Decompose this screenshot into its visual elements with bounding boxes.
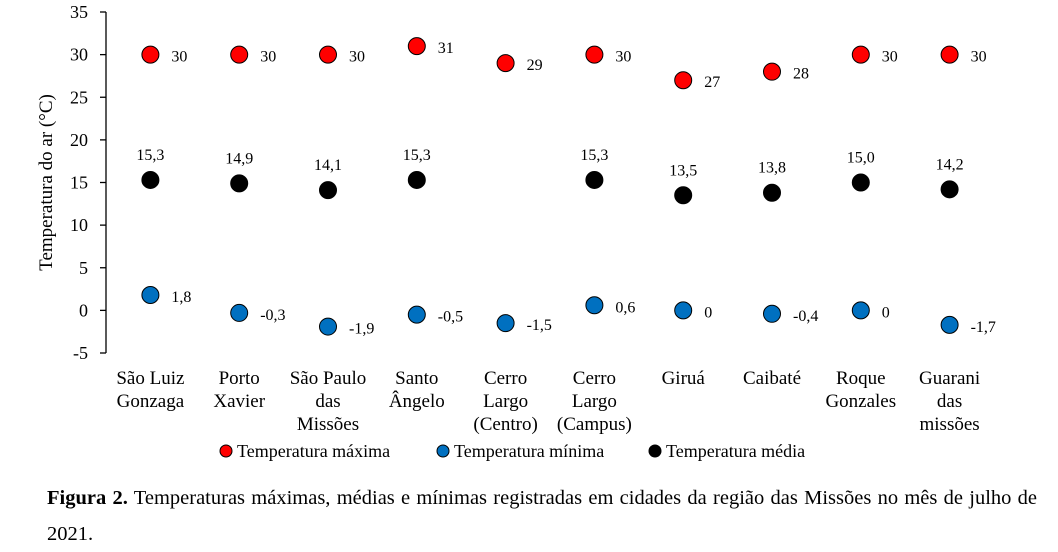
x-tick-label: São Luiz Gonzaga — [116, 368, 184, 412]
data-point — [585, 170, 604, 189]
data-point — [674, 186, 693, 205]
x-tick-label: Cerro Largo (Centro) — [473, 368, 537, 435]
data-label: -1,5 — [527, 317, 552, 334]
legend-marker — [648, 444, 662, 458]
data-label: 30 — [260, 49, 276, 66]
data-label: 13,5 — [669, 162, 697, 179]
data-point — [230, 303, 249, 322]
y-tick-label: 20 — [70, 130, 88, 150]
data-point — [763, 183, 781, 202]
x-tick-label: Santo Ângelo — [389, 368, 445, 412]
data-point — [763, 62, 781, 81]
y-tick-label: 15 — [70, 173, 88, 193]
data-point — [407, 170, 426, 189]
data-label: 0 — [704, 304, 712, 321]
chart-marks: 30 30 30 31 29 30 27 28 30 30 1,8 -0,3 -1,9 -0,5 -1,5 0… — [136, 37, 996, 338]
data-point — [940, 315, 959, 334]
data-point — [585, 45, 604, 64]
caption-text: Temperaturas máximas, médias e mínimas r… — [47, 487, 1038, 545]
data-point — [141, 45, 160, 64]
data-label: 15,3 — [403, 147, 431, 164]
data-label: 1,8 — [171, 289, 191, 306]
data-label: -0,4 — [793, 308, 818, 325]
y-tick-label: 30 — [70, 45, 88, 65]
series-1: 30 30 30 31 29 30 27 28 30 30 — [141, 37, 987, 91]
data-label: 15,3 — [136, 147, 164, 164]
data-label: 15,0 — [847, 150, 875, 167]
data-point — [407, 37, 426, 56]
data-label: 30 — [882, 49, 898, 66]
data-point — [674, 71, 693, 90]
data-point — [940, 180, 959, 199]
data-label: 30 — [171, 49, 187, 66]
data-label: 31 — [438, 40, 454, 57]
y-axis-title-group: Temperatura do ar (°C) — [36, 94, 57, 271]
x-tick-label: Roque Gonzales — [825, 368, 896, 412]
data-label: 30 — [349, 49, 365, 66]
data-point — [851, 173, 870, 192]
data-label: 13,8 — [758, 160, 786, 177]
data-point — [585, 296, 604, 315]
data-point — [496, 314, 515, 333]
x-tick-label: Giruá — [662, 368, 706, 389]
data-label: 30 — [615, 49, 631, 66]
y-tick-label: 0 — [79, 300, 88, 320]
y-tick-label: -5 — [73, 343, 88, 363]
x-tick-label: São Paulo das Missões — [290, 368, 367, 435]
legend-marker — [436, 444, 450, 458]
y-tick-label: 35 — [70, 2, 88, 22]
y-axis-title: Temperatura do ar (°C) — [36, 94, 57, 271]
data-point — [319, 45, 337, 64]
chart: Temperatura do ar (°C) -505101520253035 … — [36, 2, 996, 461]
data-point — [763, 304, 781, 323]
data-point — [141, 170, 160, 189]
data-point — [141, 286, 160, 305]
x-tick-label: Porto Xavier — [213, 368, 265, 412]
data-label: 14,2 — [936, 156, 964, 173]
data-point — [851, 45, 870, 64]
data-label: 14,1 — [314, 157, 342, 174]
data-label: -1,9 — [349, 321, 374, 338]
caption-label: Figura 2. — [47, 487, 128, 509]
legend-label: Temperatura média — [666, 441, 805, 461]
legend-item: Temperatura média — [648, 441, 805, 461]
data-label: 29 — [527, 57, 543, 74]
data-label: -0,3 — [260, 307, 285, 324]
data-point — [230, 174, 249, 193]
axes: -5 0 5 10 15 20 25 30 35 — [70, 2, 107, 363]
data-label: 0,6 — [615, 299, 635, 316]
figure-caption: Figura 2. Temperaturas máximas, médias e… — [47, 480, 1037, 552]
data-point — [319, 317, 337, 336]
data-label: 30 — [971, 49, 987, 66]
y-tick-label: 10 — [70, 215, 88, 235]
data-point — [230, 45, 249, 64]
data-point — [674, 301, 693, 320]
data-point — [940, 45, 959, 64]
data-label: -1,7 — [971, 319, 996, 336]
legend-marker — [219, 444, 233, 458]
y-tick-label: 25 — [70, 87, 88, 107]
data-point — [496, 54, 515, 73]
y-tick-label: 5 — [79, 258, 88, 278]
data-label: 28 — [793, 66, 809, 83]
data-label: -0,5 — [438, 309, 463, 326]
legend-item: Temperatura máxima — [219, 441, 390, 461]
series-3: 15,3 14,9 14,1 15,3 15,3 13,5 13,8 15,0 14,2 — [136, 147, 964, 205]
data-point — [319, 181, 337, 200]
data-label: 27 — [704, 74, 720, 91]
legend: Temperatura máxima Temperatura mínima Temp… — [219, 441, 805, 461]
x-axis-labels: São Luiz Gonzaga Porto Xavier São Paulo das Mi… — [116, 368, 980, 435]
data-point — [851, 301, 870, 320]
data-label: 15,3 — [580, 147, 608, 164]
x-tick-label: Cerro Largo (Campus) — [557, 368, 632, 435]
x-tick-label: Caibaté — [743, 368, 801, 389]
series-2: 1,8 -0,3 -1,9 -0,5 -1,5 0,6 0 -0,4 0 -1,7 — [141, 286, 996, 338]
data-label: 0 — [882, 304, 890, 321]
legend-label: Temperatura mínima — [454, 441, 604, 461]
data-label: 14,9 — [225, 150, 253, 167]
legend-item: Temperatura mínima — [436, 441, 604, 461]
x-tick-label: Guarani das missões — [919, 368, 980, 435]
legend-label: Temperatura máxima — [237, 441, 390, 461]
data-point — [407, 305, 426, 324]
